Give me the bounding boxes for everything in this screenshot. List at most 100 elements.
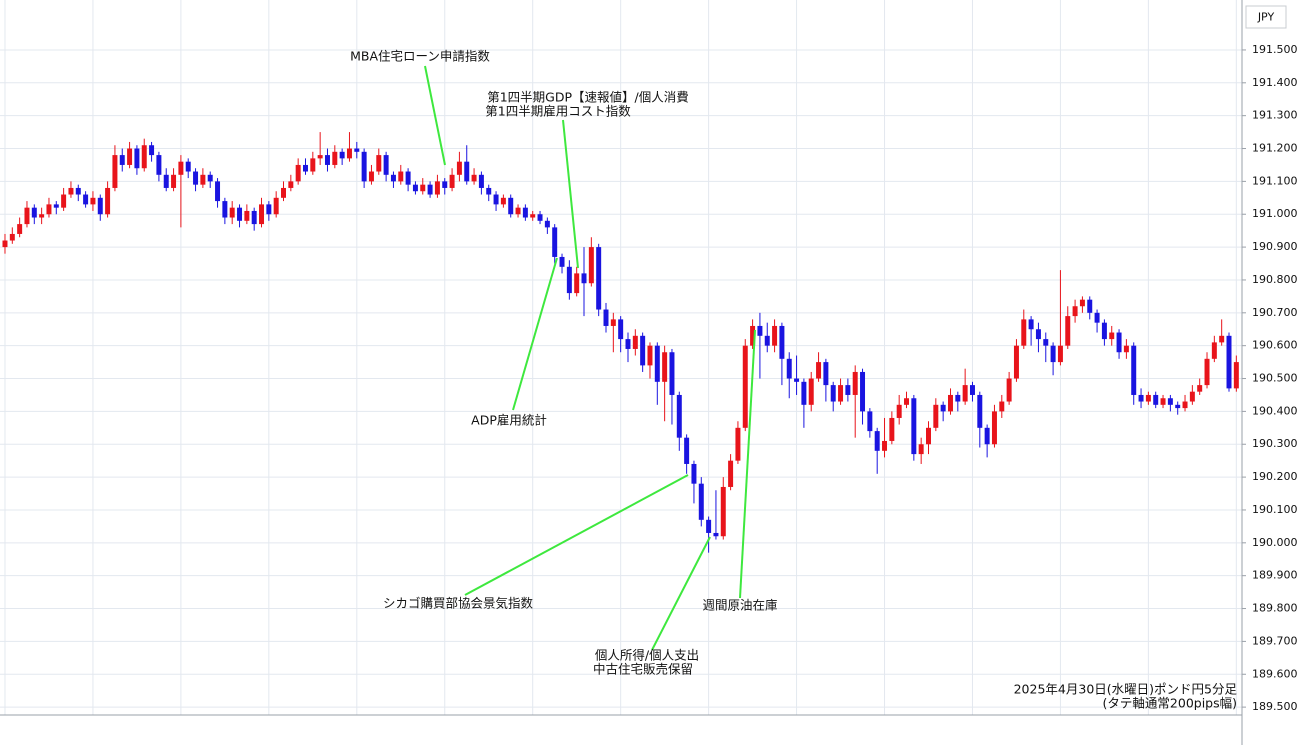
candle-body: [984, 427, 990, 445]
candle-body: [969, 385, 975, 395]
candle-body: [200, 174, 206, 185]
annotation: シカゴ購買部協会景気指数: [383, 596, 534, 611]
candle-body: [456, 161, 462, 175]
candle-body: [596, 247, 602, 310]
candle-body: [266, 204, 272, 215]
annotation: 個人所得/個人支出: [595, 648, 699, 663]
candle-body: [852, 371, 858, 395]
candle-body: [640, 335, 646, 366]
y-tick-label: 191.500: [1252, 43, 1298, 56]
candle-body: [918, 444, 924, 455]
candle-body: [845, 385, 851, 395]
candle-body: [779, 325, 785, 359]
pointer: [739, 329, 756, 599]
candle-body: [874, 431, 880, 451]
candle-body: [566, 266, 572, 294]
candle-body: [1072, 306, 1078, 317]
candle-body: [1138, 394, 1144, 402]
candle-body: [478, 174, 484, 188]
candle-body: [434, 181, 440, 195]
candle-body: [405, 171, 411, 185]
candle-body: [698, 483, 704, 520]
currency-label: JPY: [1257, 11, 1275, 24]
pointer: [651, 536, 711, 651]
y-tick-label: 189.900: [1252, 569, 1298, 582]
candle-body: [904, 398, 910, 405]
y-axis: 189.500 189.600 189.700 189.800 189.900 190.0…: [1242, 43, 1298, 713]
candle-body: [581, 273, 587, 284]
candle-body: [61, 194, 67, 208]
candle-body: [1109, 332, 1115, 340]
candle-body: [552, 227, 558, 257]
candle-body: [962, 385, 968, 402]
candle-body: [515, 207, 521, 215]
candle-body: [603, 309, 609, 326]
candle-body: [830, 385, 836, 402]
candle-body: [464, 161, 470, 182]
candle-body: [486, 187, 492, 195]
candle-body: [999, 401, 1005, 412]
candle-body: [625, 339, 631, 349]
candle-body: [1079, 299, 1085, 307]
candle-body: [742, 345, 748, 428]
candle-body: [691, 463, 697, 484]
candle-body: [1028, 319, 1034, 330]
annotation: 第1四半期雇用コスト指数: [485, 104, 631, 119]
pointer: [562, 119, 579, 269]
candle-body: [926, 427, 931, 445]
candle-body: [339, 151, 345, 159]
candle-body: [801, 381, 807, 405]
candle-body: [295, 164, 301, 182]
candle-body: [390, 174, 396, 182]
candle-body: [955, 394, 961, 402]
annotation: 中古住宅販売保留: [593, 662, 693, 677]
y-tick-label: 189.800: [1252, 602, 1298, 615]
candle-body: [867, 411, 873, 432]
candle-body: [530, 214, 536, 218]
candle-body: [706, 519, 712, 533]
candle-body: [610, 319, 616, 326]
candle-body: [860, 371, 866, 412]
candle-body: [317, 155, 323, 159]
candle-body: [786, 358, 792, 379]
candle-body: [728, 460, 734, 487]
candle-body: [178, 161, 184, 175]
y-tick-label: 190.800: [1252, 273, 1298, 286]
y-tick-label: 191.100: [1252, 174, 1298, 187]
candle-body: [237, 207, 243, 221]
candle-body: [31, 207, 37, 218]
candle-body: [303, 164, 308, 172]
candle-body: [794, 378, 800, 382]
y-tick-label: 190.500: [1252, 372, 1298, 385]
candle-body: [141, 145, 147, 169]
candle-body: [500, 197, 506, 205]
candle-body: [522, 207, 528, 218]
y-tick-label: 190.600: [1252, 339, 1298, 352]
candle-body: [368, 171, 374, 182]
candle-body: [207, 174, 213, 182]
candle-body: [838, 385, 844, 402]
grid: [0, 0, 1242, 715]
candle-body: [1226, 335, 1232, 389]
candle-body: [90, 197, 96, 205]
candle-body: [215, 181, 221, 202]
candle-body: [1153, 394, 1159, 405]
candle-body: [97, 197, 103, 215]
candle-body: [940, 404, 946, 412]
candle-body: [684, 437, 690, 464]
candle-body: [676, 394, 682, 438]
candle-body: [1131, 345, 1137, 395]
candle-body: [1057, 345, 1063, 363]
candle-body: [442, 181, 448, 188]
candle-body: [1167, 398, 1173, 405]
candle-body: [588, 247, 594, 284]
candle-body: [772, 325, 778, 346]
candle-body: [896, 404, 902, 418]
candle-body: [281, 187, 286, 198]
candle-body: [493, 194, 499, 205]
candle-body: [119, 155, 125, 165]
candle-body: [9, 233, 15, 241]
candle-body: [1094, 312, 1100, 323]
candles: [2, 132, 1239, 553]
